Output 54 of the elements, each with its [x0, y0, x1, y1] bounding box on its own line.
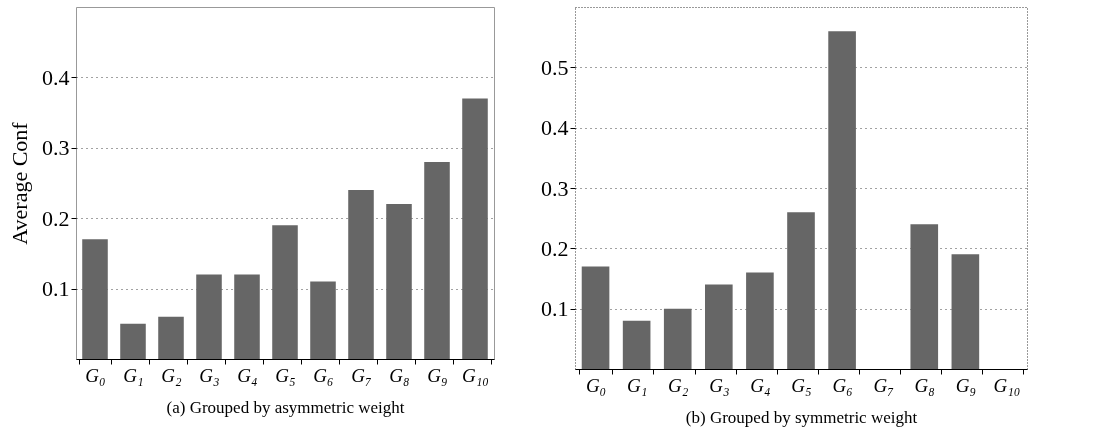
- bar: [234, 274, 260, 359]
- x-axis-title: (b) Grouped by symmetric weight: [685, 407, 918, 427]
- bar: [82, 239, 108, 359]
- y-tick-label: 0.1: [541, 296, 569, 322]
- y-tick-label: 0.2: [42, 205, 70, 231]
- bar: [462, 98, 488, 359]
- x-tick-label: G₁₀: [993, 374, 1021, 396]
- x-tick-label: G₃: [709, 374, 730, 396]
- bar: [196, 274, 222, 359]
- y-tick-label: 0.4: [42, 64, 70, 90]
- bar: [348, 190, 374, 359]
- x-tick-label: G₈: [914, 374, 935, 396]
- bar: [951, 254, 980, 369]
- x-tick-label: G₁: [123, 364, 144, 386]
- x-tick-label: G₄: [237, 364, 258, 386]
- y-tick-label: 0.1: [42, 276, 70, 302]
- x-tick-label: G₄: [750, 374, 771, 396]
- x-tick-label: G₀: [85, 364, 106, 386]
- bar: [663, 308, 692, 369]
- x-tick-label: G₅: [791, 374, 812, 396]
- x-tick-label: G₈: [389, 364, 410, 386]
- x-tick-label: G₅: [275, 364, 296, 386]
- x-tick-label: G₇: [873, 374, 895, 396]
- x-axis-title: (a) Grouped by asymmetric weight: [166, 397, 405, 417]
- bar: [158, 316, 184, 359]
- bar: [386, 204, 412, 359]
- x-tick-label: G₆: [313, 364, 334, 386]
- bar: [272, 225, 298, 359]
- y-tick-label: 0.3: [541, 175, 569, 201]
- x-tick-label: G₉: [427, 364, 448, 386]
- bar: [787, 212, 815, 369]
- x-tick-label: G₂: [668, 374, 689, 396]
- bar: [120, 323, 146, 359]
- bar: [581, 266, 610, 369]
- y-tick-label: 0.2: [541, 235, 569, 261]
- x-tick-label: G₇: [351, 364, 373, 386]
- bar: [910, 224, 939, 369]
- x-tick-label: G₁₀: [462, 364, 489, 386]
- bar: [746, 272, 774, 369]
- bar: [310, 281, 336, 359]
- x-tick-label: G₆: [832, 374, 853, 396]
- y-tick-label: 0.4: [541, 115, 569, 141]
- y-tick-label: 0.5: [541, 54, 569, 80]
- x-tick-label: G₉: [955, 374, 977, 396]
- x-tick-label: G₁: [626, 374, 648, 396]
- bar: [424, 161, 450, 359]
- y-tick-label: 0.3: [42, 135, 70, 161]
- bar: [828, 31, 856, 369]
- bar: [705, 284, 733, 369]
- x-tick-label: G₃: [199, 364, 220, 386]
- bar: [622, 320, 651, 369]
- x-tick-label: G₀: [585, 374, 607, 396]
- x-tick-label: G₂: [161, 364, 183, 386]
- y-axis-title: Average Conf: [7, 121, 32, 245]
